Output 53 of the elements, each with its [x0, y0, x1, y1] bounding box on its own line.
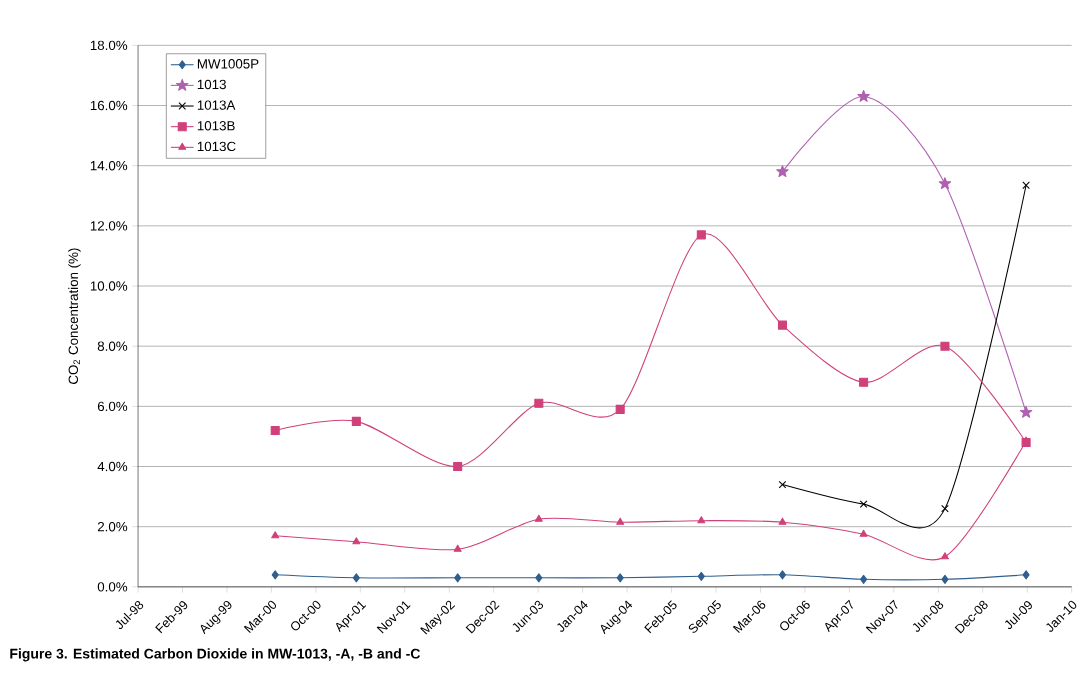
point [352, 573, 360, 583]
point [351, 416, 361, 426]
y-tick-label: 0.0% [97, 582, 128, 592]
point [696, 230, 706, 240]
point [697, 516, 706, 524]
point [941, 574, 949, 584]
point [859, 529, 868, 537]
point [616, 573, 624, 583]
point [1019, 405, 1033, 418]
point [535, 573, 543, 583]
point [352, 537, 361, 545]
y-tick-label: 8.0% [97, 341, 128, 351]
point [938, 177, 952, 190]
point [534, 398, 544, 408]
y-tick-label: 6.0% [97, 401, 128, 412]
point [776, 165, 789, 178]
y-tick-label: 10.0% [90, 281, 128, 291]
point [616, 517, 625, 525]
y-axis-title: CO$_{2}$ Concentration (%) [68, 248, 81, 385]
point [777, 320, 787, 330]
point [859, 500, 868, 509]
point [940, 552, 949, 560]
point [860, 574, 868, 584]
caption: Figure 3. Estimated Carbon Dioxide in MW-1013, -A, -B and -C [10, 648, 421, 662]
point [271, 531, 280, 539]
point [778, 517, 787, 525]
point [454, 573, 462, 583]
point [615, 404, 625, 414]
point [697, 571, 705, 581]
legend-label: 1013A [197, 100, 236, 110]
y-tick-label: 12.0% [90, 221, 128, 231]
y-tick-label: 2.0% [97, 522, 128, 532]
y-tick-label: 4.0% [97, 461, 128, 472]
point [940, 341, 950, 351]
legend-label: 1013B [197, 121, 235, 131]
point [534, 514, 543, 522]
y-tick-label: 14.0% [90, 161, 128, 171]
legend-label: 1013 [197, 79, 226, 90]
point [778, 480, 787, 489]
y-tick-label: 18.0% [90, 40, 128, 51]
point [271, 570, 279, 580]
point [453, 544, 462, 552]
legend-label: 1013C [197, 141, 236, 152]
point [270, 425, 280, 436]
point [859, 377, 869, 387]
point [941, 504, 949, 513]
y-tick-label: 16.0% [90, 100, 128, 111]
point [778, 570, 786, 580]
point [1022, 570, 1030, 580]
point [857, 90, 870, 102]
point [1022, 181, 1030, 190]
legend-label: MW1005P [197, 59, 259, 69]
point [453, 462, 463, 472]
